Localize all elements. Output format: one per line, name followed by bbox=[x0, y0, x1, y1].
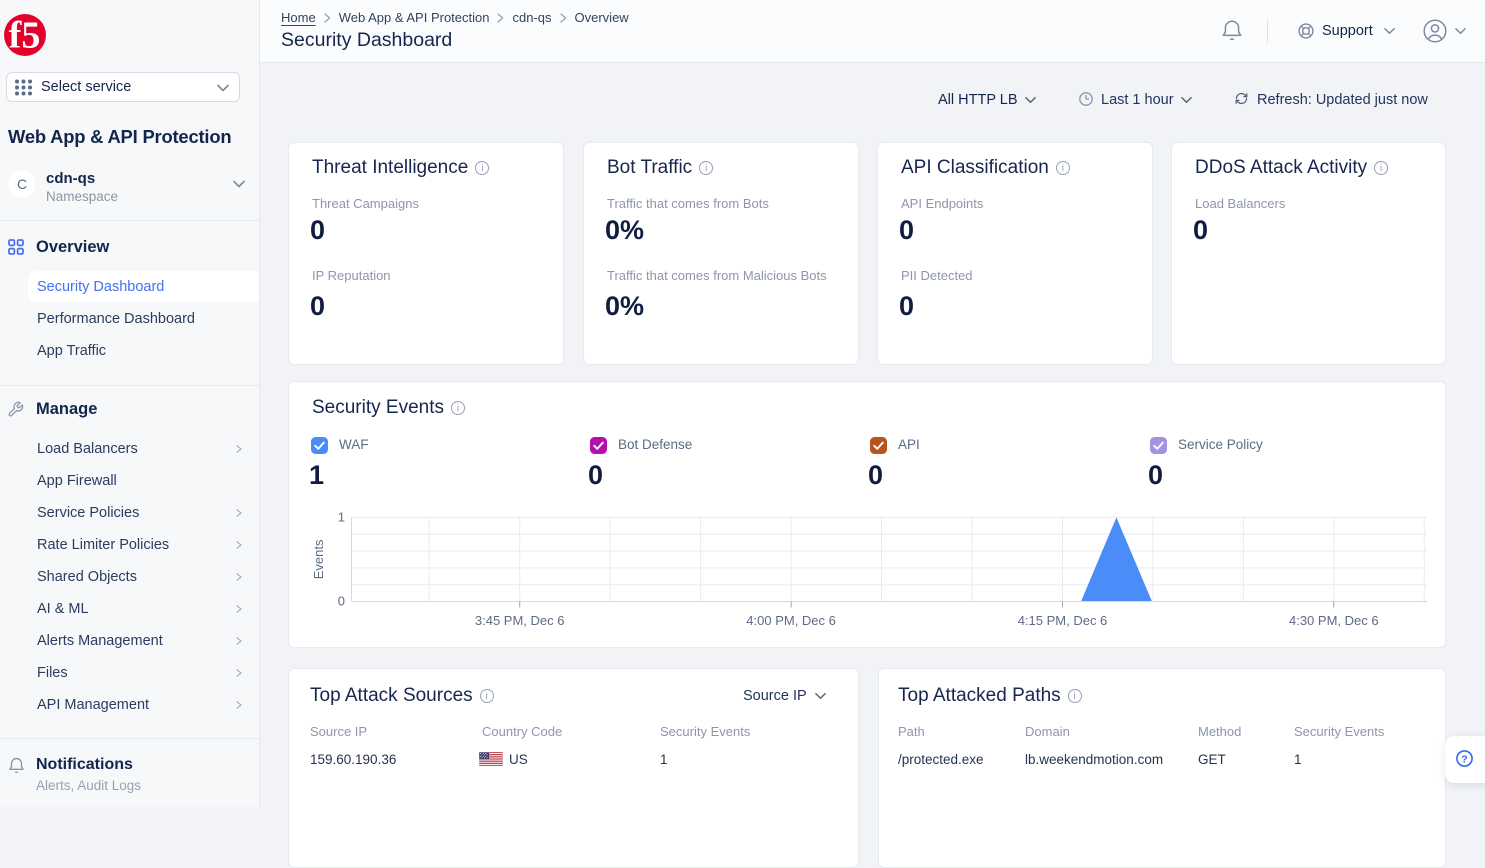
svg-text:0: 0 bbox=[338, 594, 345, 609]
svg-text:f5: f5 bbox=[9, 15, 41, 57]
svg-text:3:45 PM, Dec 6: 3:45 PM, Dec 6 bbox=[475, 613, 565, 628]
svg-text:1: 1 bbox=[338, 510, 345, 525]
svg-text:?: ? bbox=[1461, 753, 1467, 765]
svg-text:4:30 PM, Dec 6: 4:30 PM, Dec 6 bbox=[1289, 613, 1379, 628]
svg-text:Events: Events bbox=[311, 539, 326, 579]
svg-text:4:15 PM, Dec 6: 4:15 PM, Dec 6 bbox=[1018, 613, 1108, 628]
svg-text:4:00 PM, Dec 6: 4:00 PM, Dec 6 bbox=[746, 613, 836, 628]
